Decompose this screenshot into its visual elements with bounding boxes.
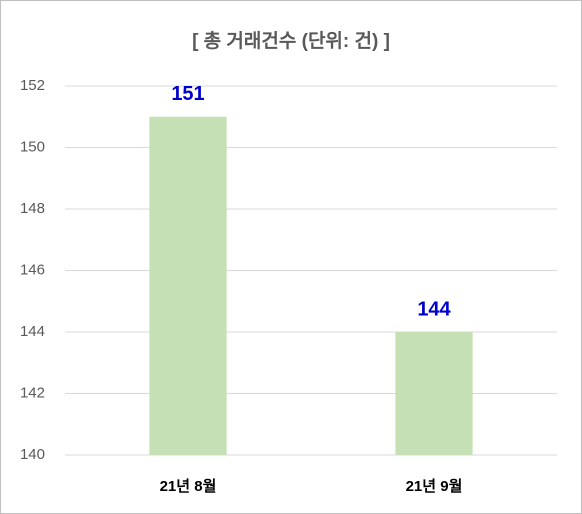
y-tick-label: 144	[20, 323, 45, 340]
y-tick-label: 142	[20, 384, 45, 401]
x-tick-label: 21년 9월	[406, 478, 463, 495]
y-tick-label: 150	[20, 138, 45, 155]
y-tick-label: 146	[20, 261, 45, 278]
x-tick-label: 21년 8월	[160, 478, 217, 495]
bar	[149, 116, 227, 455]
bar	[395, 332, 473, 455]
value-label: 151	[171, 83, 204, 105]
y-tick-label: 148	[20, 200, 45, 217]
y-tick-label: 152	[20, 77, 45, 94]
y-tick-label: 140	[20, 446, 45, 463]
value-label: 144	[417, 298, 451, 320]
chart-title: [ 총 거래건수 (단위: 건) ]	[192, 30, 390, 52]
